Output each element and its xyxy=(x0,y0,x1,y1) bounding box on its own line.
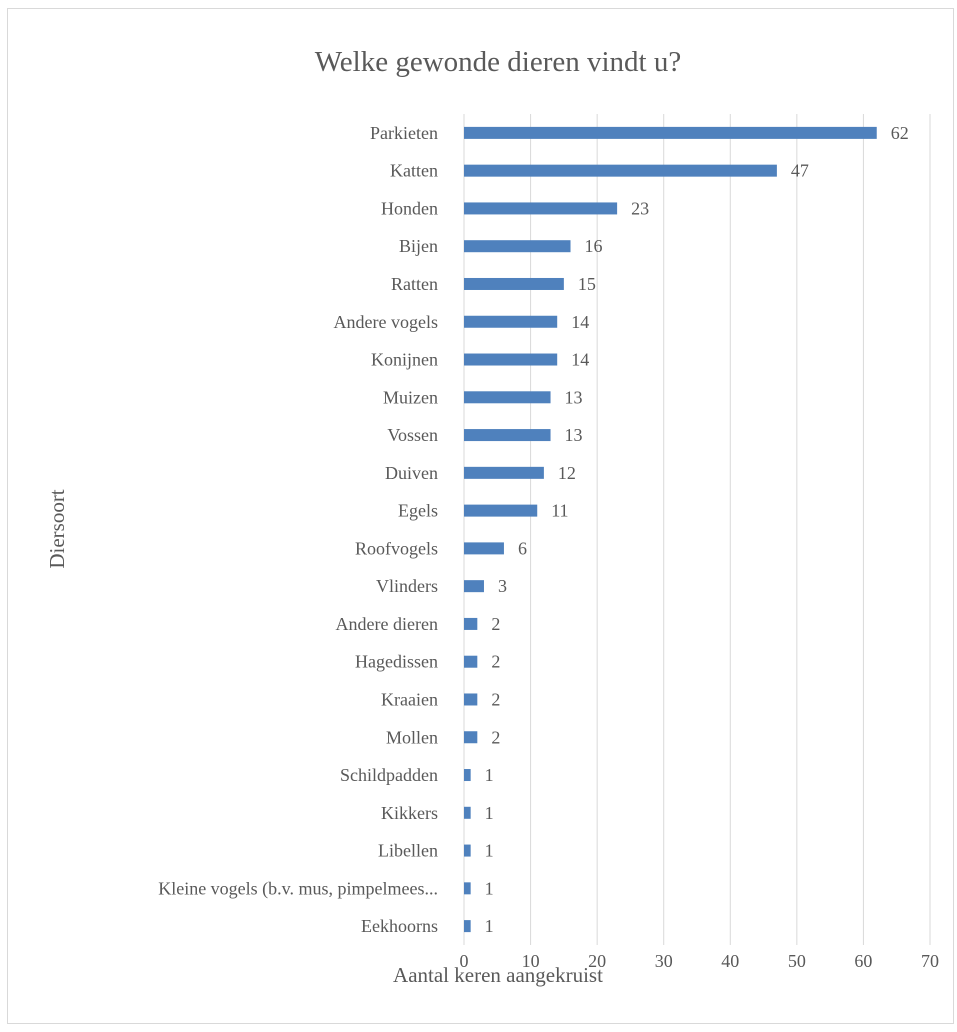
y-tick-label: Honden xyxy=(381,198,438,218)
bar xyxy=(464,655,478,668)
bars xyxy=(464,126,877,933)
data-label: 1 xyxy=(485,841,494,861)
x-tick-label: 50 xyxy=(788,951,806,971)
bar xyxy=(464,693,478,706)
bar xyxy=(464,731,478,744)
y-tick-label: Konijnen xyxy=(371,350,438,370)
bar xyxy=(464,353,558,366)
bar-chart: Welke gewonde dieren vindt u? Diersoort … xyxy=(45,46,940,987)
data-label: 62 xyxy=(891,123,909,143)
y-tick-label: Libellen xyxy=(378,841,438,861)
y-axis-label: Diersoort xyxy=(45,489,69,568)
bar xyxy=(464,466,544,479)
bar xyxy=(464,542,504,555)
data-label: 2 xyxy=(491,614,500,634)
y-tick-label: Parkieten xyxy=(370,123,438,143)
data-label: 6 xyxy=(518,538,527,558)
grid-lines xyxy=(463,114,931,945)
data-label: 1 xyxy=(485,878,494,898)
y-tick-label: Andere vogels xyxy=(334,312,438,332)
y-tick-label: Andere dieren xyxy=(336,614,438,634)
x-tick-label: 10 xyxy=(522,951,540,971)
bar xyxy=(464,844,471,857)
x-tick-label: 60 xyxy=(854,951,872,971)
y-tick-labels: Parkieten Katten Honden Bijen Ratten Andere v… xyxy=(158,123,438,936)
data-label: 2 xyxy=(491,689,500,709)
bar xyxy=(464,806,471,819)
x-tick-label: 0 xyxy=(460,951,469,971)
bar xyxy=(464,202,618,215)
y-tick-label: Duiven xyxy=(385,463,438,483)
data-label: 16 xyxy=(585,236,603,256)
bar xyxy=(464,920,471,933)
data-label: 13 xyxy=(565,425,583,445)
bar xyxy=(464,240,571,253)
chart-container: Welke gewonde dieren vindt u? Diersoort … xyxy=(7,8,954,1024)
data-label: 12 xyxy=(558,463,576,483)
y-tick-label: Egels xyxy=(398,501,438,521)
y-tick-label: Hagedissen xyxy=(355,652,438,672)
y-tick-label: Eekhoorns xyxy=(361,916,438,936)
y-tick-label: Mollen xyxy=(386,727,438,747)
y-tick-label: Bijen xyxy=(399,236,438,256)
bar xyxy=(464,882,471,895)
x-tick-label: 30 xyxy=(655,951,673,971)
y-tick-label: Roofvogels xyxy=(355,538,438,558)
bar xyxy=(464,504,538,517)
data-label: 14 xyxy=(571,350,589,370)
x-tick-label: 70 xyxy=(921,951,939,971)
bar xyxy=(464,429,551,442)
data-label: 11 xyxy=(551,501,568,521)
bar xyxy=(464,769,471,782)
bar xyxy=(464,315,558,328)
x-axis-label: Aantal keren aangekruist xyxy=(393,963,603,987)
data-label: 1 xyxy=(485,765,494,785)
y-tick-label: Kleine vogels (b.v. mus, pimpelmees... xyxy=(158,878,438,899)
data-label: 3 xyxy=(498,576,507,596)
x-tick-label: 40 xyxy=(721,951,739,971)
y-tick-label: Vlinders xyxy=(376,576,438,596)
data-label: 13 xyxy=(565,387,583,407)
x-tick-labels: 0 10 20 30 40 50 60 70 xyxy=(460,951,940,971)
bar xyxy=(464,580,484,593)
y-tick-label: Muizen xyxy=(383,387,438,407)
y-tick-label: Schildpadden xyxy=(340,765,438,785)
data-label: 1 xyxy=(485,916,494,936)
bar xyxy=(464,164,777,177)
y-tick-label: Katten xyxy=(390,161,438,181)
data-label: 23 xyxy=(631,198,649,218)
bar xyxy=(464,391,551,404)
bar xyxy=(464,126,877,139)
chart-title: Welke gewonde dieren vindt u? xyxy=(315,46,681,78)
bar xyxy=(464,617,478,630)
y-tick-label: Kikkers xyxy=(381,803,438,823)
data-label: 15 xyxy=(578,274,596,294)
data-label: 47 xyxy=(791,161,809,181)
data-label: 2 xyxy=(491,652,500,672)
data-label: 2 xyxy=(491,727,500,747)
y-tick-label: Vossen xyxy=(387,425,438,445)
y-tick-label: Kraaien xyxy=(381,689,438,709)
data-label: 14 xyxy=(571,312,589,332)
x-tick-label: 20 xyxy=(588,951,606,971)
y-tick-label: Ratten xyxy=(391,274,438,294)
data-label: 1 xyxy=(485,803,494,823)
bar xyxy=(464,277,564,290)
